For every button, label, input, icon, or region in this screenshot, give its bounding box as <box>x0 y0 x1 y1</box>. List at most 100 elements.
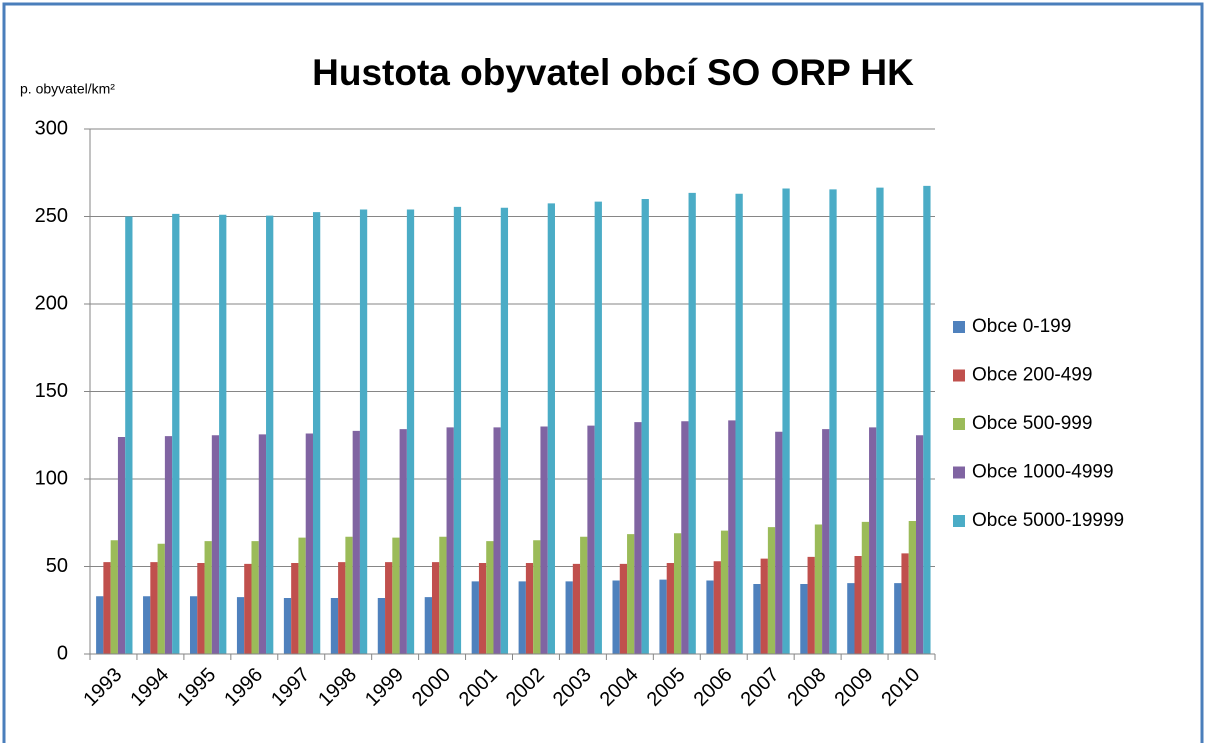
bar <box>673 533 682 654</box>
bar <box>164 436 173 654</box>
bar <box>439 536 447 654</box>
bar <box>706 580 714 654</box>
bar <box>493 427 501 654</box>
bar <box>211 435 220 654</box>
legend-swatch <box>953 418 965 430</box>
bar <box>547 203 555 654</box>
legend-swatch <box>953 321 965 333</box>
bar <box>688 192 696 654</box>
legend-label: Obce 200-499 <box>972 365 1092 386</box>
bar <box>580 536 588 654</box>
bar <box>720 530 729 654</box>
bar <box>305 433 313 654</box>
bar <box>143 596 151 654</box>
bar <box>291 563 299 654</box>
bar <box>446 427 454 654</box>
bar <box>540 426 548 654</box>
bar <box>876 187 884 654</box>
bar <box>103 562 111 654</box>
y-axis-label: p. obyvatel/km² <box>20 81 115 97</box>
bar <box>453 206 462 654</box>
bar <box>565 581 573 654</box>
bar <box>244 563 252 654</box>
bar <box>338 562 346 654</box>
bar <box>471 581 479 654</box>
bar <box>399 429 407 654</box>
bar <box>96 596 104 654</box>
bar <box>753 584 761 654</box>
bar <box>431 562 440 654</box>
bar <box>266 215 274 654</box>
bar <box>110 540 118 654</box>
bar <box>525 563 534 654</box>
y-tick-label: 200 <box>35 292 68 314</box>
bar <box>822 429 830 654</box>
bar <box>345 536 353 654</box>
bar <box>572 563 581 654</box>
legend-label: Obce 5000-19999 <box>972 510 1124 531</box>
bar <box>377 598 386 654</box>
bar <box>915 435 924 654</box>
bar <box>854 556 862 654</box>
bar <box>619 563 628 654</box>
legend-label: Obce 0-199 <box>972 316 1071 337</box>
bar <box>594 201 602 654</box>
bar <box>627 534 635 654</box>
bar <box>424 597 432 654</box>
bar <box>478 563 487 654</box>
bar <box>908 521 916 654</box>
legend-swatch <box>953 466 965 479</box>
bar <box>641 199 649 654</box>
y-tick-label: 0 <box>57 642 68 664</box>
bar <box>800 584 808 654</box>
bar <box>204 541 212 654</box>
bar <box>312 212 321 654</box>
bar <box>847 583 855 654</box>
bar <box>612 580 620 654</box>
bar <box>923 185 931 654</box>
bar <box>500 207 509 654</box>
bar <box>861 521 870 654</box>
bar <box>587 425 595 654</box>
legend-label: Obce 500-999 <box>972 413 1092 434</box>
bar <box>760 558 768 654</box>
bar <box>172 213 180 654</box>
y-tick-label: 150 <box>35 380 68 402</box>
legend-swatch <box>953 369 965 382</box>
legend-swatch <box>953 515 965 527</box>
bar <box>634 422 642 654</box>
bar <box>283 598 292 654</box>
bar <box>814 524 823 654</box>
bar <box>330 598 339 654</box>
chart-title: Hustota obyvatel obcí SO ORP HK <box>312 52 914 93</box>
bar <box>298 537 306 654</box>
bar <box>659 579 667 654</box>
bar <box>735 193 743 654</box>
bar <box>767 527 776 654</box>
y-tick-label: 250 <box>35 205 68 227</box>
bar <box>486 541 494 654</box>
bar <box>681 421 689 654</box>
bar <box>157 543 165 654</box>
bar <box>869 427 877 654</box>
bar <box>197 563 205 654</box>
bar <box>352 430 360 654</box>
bar <box>258 434 267 654</box>
y-tick-label: 100 <box>35 467 68 489</box>
bar <box>125 216 133 654</box>
bar <box>236 597 245 654</box>
bar <box>219 214 227 654</box>
bar <box>901 553 909 654</box>
bar <box>359 209 368 654</box>
bar <box>117 437 126 654</box>
bar <box>829 189 837 654</box>
bar <box>406 209 415 654</box>
bar <box>392 537 400 654</box>
bar <box>385 562 393 654</box>
bar <box>189 596 198 654</box>
legend-label: Obce 1000-4999 <box>972 462 1114 483</box>
y-tick-label: 300 <box>35 117 68 139</box>
bar <box>775 431 783 654</box>
bar <box>666 563 674 654</box>
